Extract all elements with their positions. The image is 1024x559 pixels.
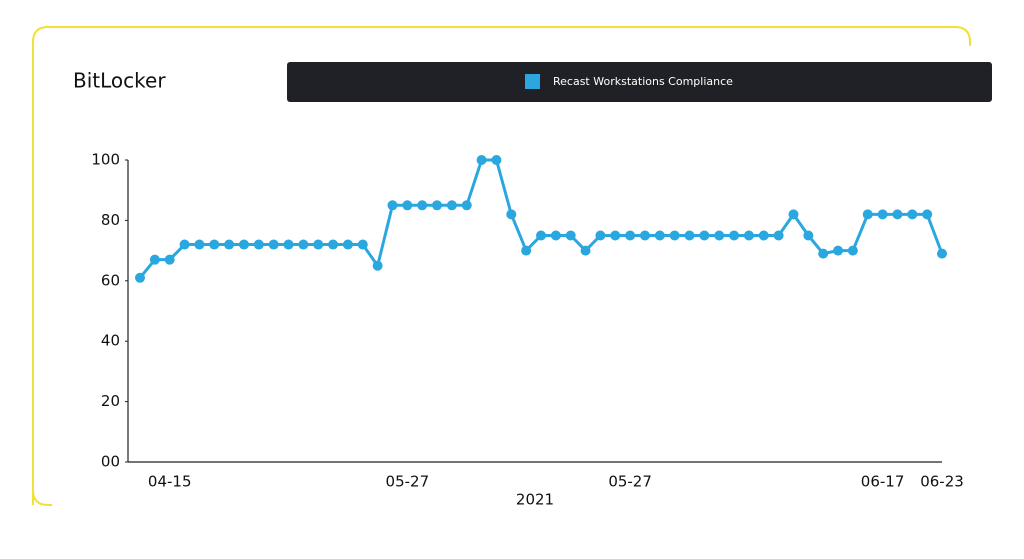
x-tick-label: 06-17 — [861, 473, 905, 491]
data-point — [847, 245, 858, 256]
data-point — [565, 230, 576, 241]
data-point — [892, 209, 903, 220]
chart-title: BitLocker — [73, 69, 166, 93]
data-point — [818, 248, 829, 259]
y-tick-label: 00 — [101, 453, 120, 471]
data-point — [342, 239, 353, 250]
data-point — [209, 239, 220, 250]
data-point — [268, 239, 279, 250]
data-point — [149, 254, 160, 265]
data-point — [714, 230, 725, 241]
data-point — [625, 230, 636, 241]
data-point — [610, 230, 621, 241]
data-point — [476, 155, 487, 165]
x-tick-label: 05-27 — [386, 473, 430, 491]
legend-label: Recast Workstations Compliance — [553, 75, 733, 88]
data-point — [417, 200, 428, 211]
data-point — [922, 209, 933, 220]
data-point — [729, 230, 740, 241]
data-point — [833, 245, 844, 256]
data-point — [328, 239, 339, 250]
data-point — [669, 230, 680, 241]
data-point — [506, 209, 517, 220]
data-point — [224, 239, 235, 250]
data-point — [372, 260, 383, 271]
card-border — [32, 489, 52, 506]
data-point — [788, 209, 799, 220]
y-tick-label: 40 — [101, 332, 120, 350]
data-point — [253, 239, 264, 250]
y-tick-label: 60 — [101, 271, 120, 289]
y-tick-label: 100 — [91, 151, 120, 169]
data-point — [357, 239, 368, 250]
data-point — [432, 200, 443, 211]
series-line — [138, 158, 944, 279]
x-tick-label: 05-27 — [608, 473, 652, 491]
data-point — [907, 209, 918, 220]
data-point — [164, 254, 175, 265]
data-point — [595, 230, 606, 241]
data-point — [135, 272, 145, 283]
data-point — [298, 239, 309, 250]
data-point — [743, 230, 754, 241]
data-point — [803, 230, 814, 241]
data-point — [639, 230, 650, 241]
data-point — [194, 239, 205, 250]
data-point — [461, 200, 472, 211]
data-point — [758, 230, 769, 241]
y-tick-label: 20 — [101, 392, 120, 410]
data-point — [446, 200, 457, 211]
data-point — [550, 230, 561, 241]
card-border — [32, 26, 971, 505]
data-point — [654, 230, 665, 241]
data-point — [313, 239, 324, 250]
data-point — [179, 239, 190, 250]
data-point — [699, 230, 710, 241]
data-point — [684, 230, 695, 241]
data-point — [580, 245, 591, 256]
legend-bar — [287, 62, 992, 102]
x-axis-title: 2021 — [516, 491, 554, 509]
data-point — [521, 245, 532, 256]
x-tick-label: 04-15 — [148, 473, 192, 491]
data-point — [877, 209, 888, 220]
data-point — [536, 230, 546, 241]
data-point — [491, 155, 502, 165]
data-point — [937, 248, 947, 259]
data-point — [773, 230, 784, 241]
data-point — [402, 200, 413, 211]
y-tick-label: 80 — [101, 211, 120, 229]
data-point — [283, 239, 294, 250]
data-point — [238, 239, 249, 250]
legend-swatch — [525, 74, 540, 89]
x-tick-label: 06-23 — [920, 473, 964, 491]
data-point — [387, 200, 398, 211]
data-point — [862, 209, 873, 220]
